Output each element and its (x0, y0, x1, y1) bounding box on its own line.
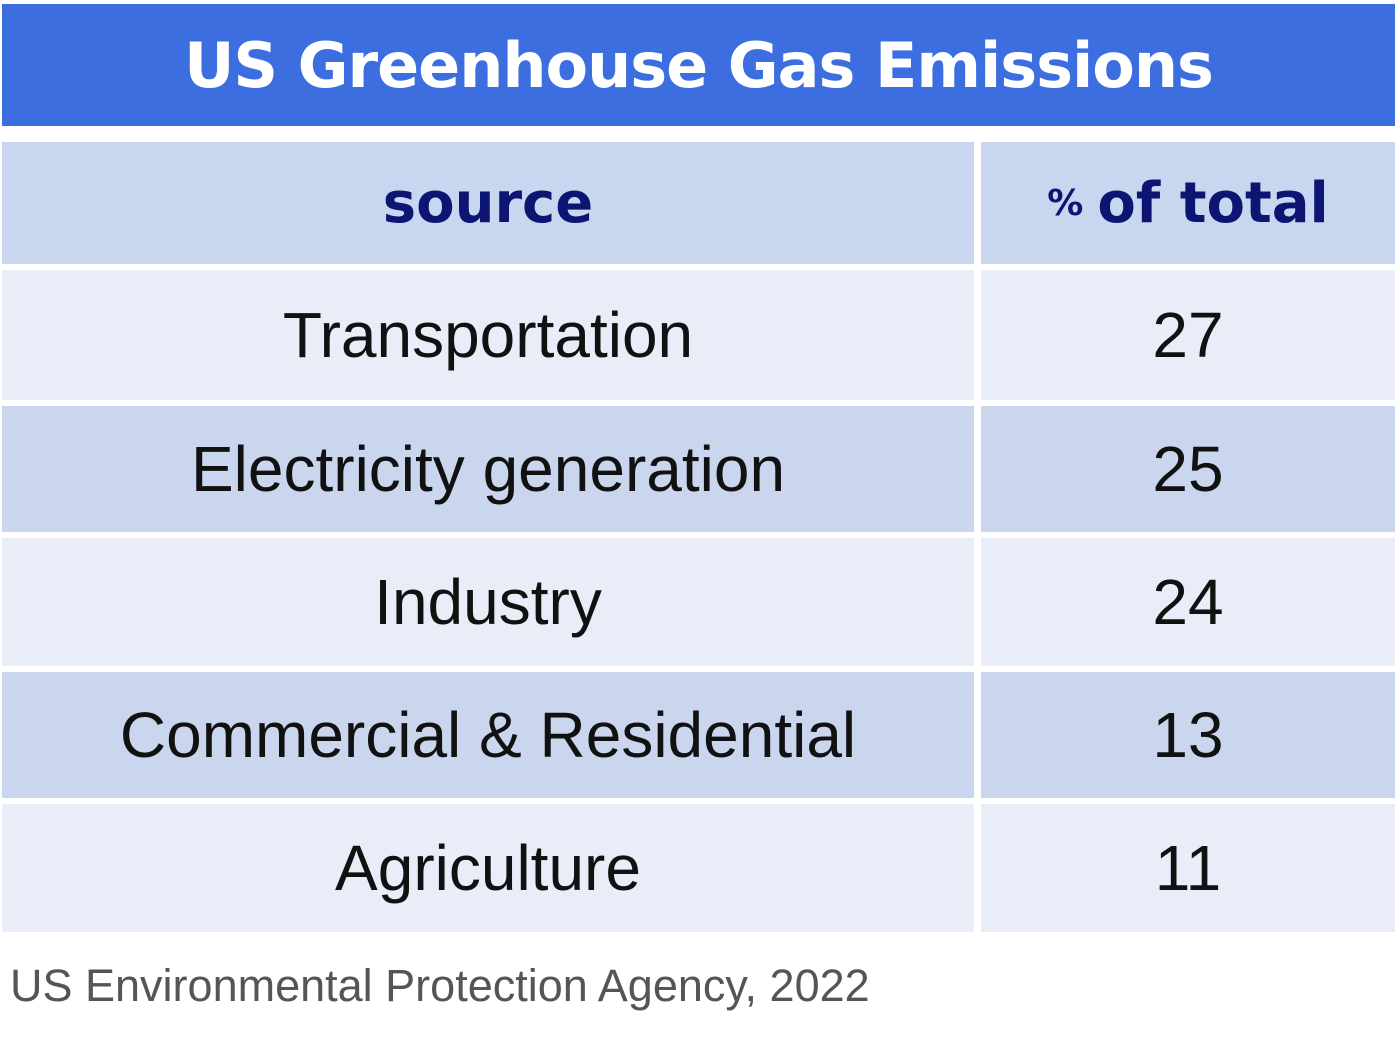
emissions-table: source % of total Transportation 27 Electr… (2, 142, 1395, 938)
source-cell: Commercial & Residential (2, 672, 974, 798)
source-cell: Industry (2, 538, 974, 666)
percent-cell: 24 (981, 538, 1395, 666)
source-cell: Agriculture (2, 804, 974, 932)
source-cell: Transportation (2, 270, 974, 400)
header-percent-label: of total (1097, 170, 1329, 236)
table-row: Commercial & Residential 13 (2, 672, 1395, 798)
table-row: Industry 24 (2, 538, 1395, 666)
header-source: source (2, 142, 974, 264)
percent-cell: 13 (981, 672, 1395, 798)
source-cell: Electricity generation (2, 406, 974, 532)
percent-cell: 25 (981, 406, 1395, 532)
table-row: Agriculture 11 (2, 804, 1395, 932)
table-row: Electricity generation 25 (2, 406, 1395, 532)
percent-cell: 27 (981, 270, 1395, 400)
table-row: Transportation 27 (2, 270, 1395, 400)
source-footnote: US Environmental Protection Agency, 2022 (10, 960, 870, 1011)
header-percent-sign: % (1047, 182, 1084, 224)
table-title: US Greenhouse Gas Emissions (2, 4, 1395, 126)
header-percent: % of total (981, 142, 1395, 264)
percent-cell: 11 (981, 804, 1395, 932)
header-row: source % of total (2, 142, 1395, 264)
